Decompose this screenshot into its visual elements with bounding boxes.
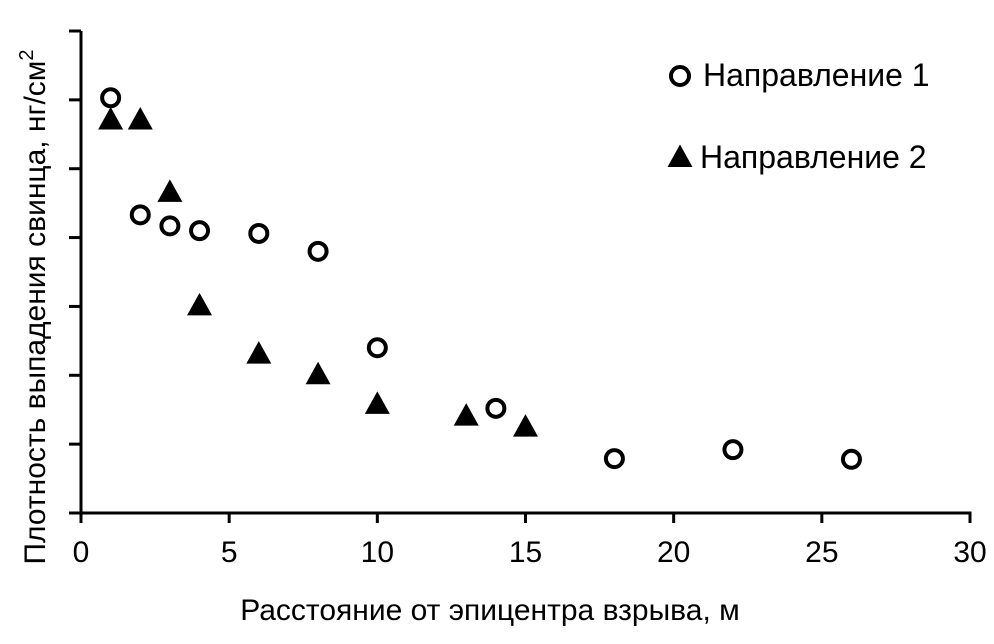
point-direction-2 [246,341,272,364]
point-direction-2 [157,179,183,202]
x-tick-label: 20 [657,536,690,569]
point-direction-1 [100,87,122,109]
y-axis-title-superscript: 2 [16,49,38,60]
point-direction-1 [366,337,388,359]
point-direction-1 [485,397,507,419]
point-direction-2 [187,292,213,316]
point-direction-1 [307,240,329,262]
x-tick-label: 25 [805,536,838,569]
x-tick-label: 5 [221,536,238,569]
point-direction-2 [127,107,153,130]
point-direction-1 [159,215,181,237]
point-direction-2 [305,361,331,385]
point-direction-1 [189,220,211,242]
point-direction-2 [364,391,390,414]
axes [79,31,972,515]
point-direction-2 [513,414,538,437]
y-axis-title-text: Плотность выпадения свинца, нг/см [19,61,52,565]
x-axis-title: Расстояние от эпицентра взрыва, м [240,594,740,627]
legend-marker-open-circle [669,65,691,87]
legend-label-direction-2: Направление 2 [700,139,927,175]
x-tick-label: 10 [361,536,394,569]
x-tick-label: 0 [73,536,90,569]
point-direction-1 [840,448,862,470]
y-axis-title: Плотность выпадения свинца, нг/см2 [16,49,52,564]
x-tick-label: 30 [953,536,986,569]
ticks: 0 5 10 15 20 25 30 [69,29,987,569]
point-direction-1 [722,439,744,461]
data-points [98,87,862,470]
legend-label-direction-1: Направление 1 [703,57,930,93]
point-direction-2 [98,107,124,130]
legend-item-direction-2: Направление 2 [667,139,927,175]
point-direction-1 [248,222,270,244]
point-direction-2 [453,403,479,426]
legend-item-direction-1: Направление 1 [669,57,930,93]
legend: Направление 1 Направление 2 [667,57,930,175]
point-direction-1 [603,448,625,470]
legend-marker-filled-triangle [667,144,693,167]
x-tick-label: 15 [509,536,542,569]
point-direction-1 [129,204,151,226]
